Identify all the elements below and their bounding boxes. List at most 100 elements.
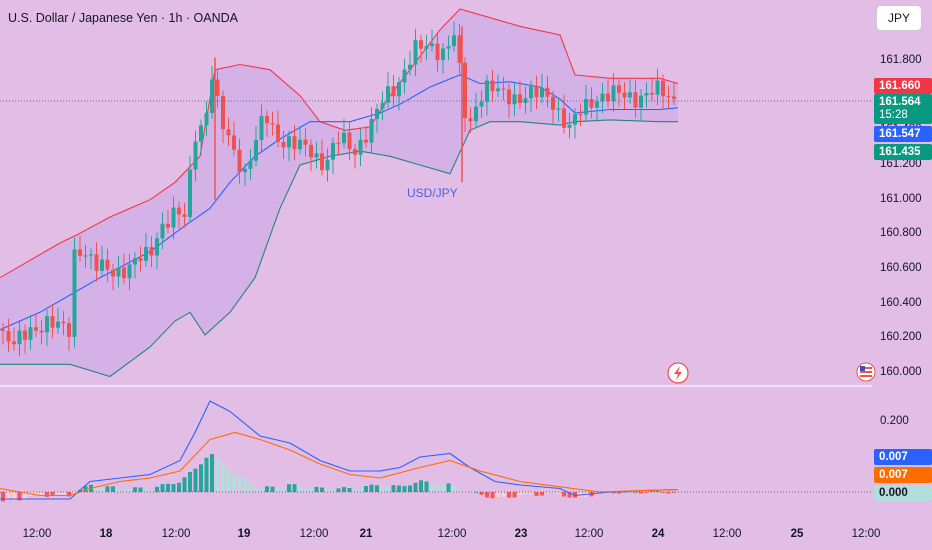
candle-body xyxy=(501,88,506,90)
candle-body xyxy=(28,327,33,340)
time-tick-label: 12:00 xyxy=(437,528,467,540)
candle-body xyxy=(237,149,242,173)
candle-body xyxy=(622,92,627,98)
histogram-bar xyxy=(17,492,22,501)
price-tick-label: 160.200 xyxy=(880,331,922,344)
time-tick-label: 12:00 xyxy=(574,528,604,540)
macd-tick-label: 0.200 xyxy=(880,415,909,427)
histogram-bar xyxy=(127,488,132,492)
candle-body xyxy=(666,96,671,98)
histogram-bar xyxy=(523,492,528,494)
candle-body xyxy=(177,207,181,215)
candle-body xyxy=(144,246,148,261)
lower-band-line xyxy=(0,119,678,378)
candle-body xyxy=(39,330,44,333)
candle-body xyxy=(364,139,368,143)
candle-body xyxy=(562,108,566,128)
candle-body xyxy=(419,40,423,49)
time-tick-label: 12:00 xyxy=(161,528,191,540)
candle-body xyxy=(589,99,594,108)
candle-body xyxy=(430,43,434,47)
histogram-bar xyxy=(501,492,506,497)
histogram-bar xyxy=(281,486,286,492)
candle-body xyxy=(512,94,517,105)
candle-body xyxy=(138,258,143,261)
histogram-bar xyxy=(380,486,385,492)
candle-body xyxy=(166,223,170,228)
histogram-bar xyxy=(259,488,264,492)
histogram-bar xyxy=(358,488,363,492)
time-tick-label: 12:00 xyxy=(851,528,881,540)
histogram-bar xyxy=(573,492,577,498)
time-tick-label: 24 xyxy=(651,528,665,540)
histogram-bar xyxy=(485,492,489,498)
histogram-bar xyxy=(83,486,88,492)
histogram-bar xyxy=(314,486,319,492)
candle-body xyxy=(83,255,88,257)
candle-body xyxy=(611,85,616,102)
candle-body xyxy=(441,48,445,61)
histogram-bar xyxy=(133,487,137,492)
histogram-bar xyxy=(650,491,654,492)
histogram-bar xyxy=(518,492,522,496)
candle-body xyxy=(23,330,27,340)
histogram-bar xyxy=(193,468,198,492)
candle-body xyxy=(534,86,539,98)
histogram-bar xyxy=(551,492,555,493)
histogram-bar xyxy=(479,492,484,495)
candle-body xyxy=(391,86,396,97)
candle-body xyxy=(171,207,176,228)
candle-body xyxy=(94,254,99,271)
histogram-bar xyxy=(12,492,16,500)
histogram-bar xyxy=(232,474,236,492)
histogram-bar xyxy=(287,484,291,492)
histogram-bar xyxy=(375,485,379,492)
histogram-bar xyxy=(94,487,99,492)
histogram-bar xyxy=(468,491,473,492)
candle-body xyxy=(617,85,621,93)
candle-body xyxy=(342,132,346,144)
histogram-bar xyxy=(567,492,572,498)
histogram-bar xyxy=(325,489,330,492)
candle-body xyxy=(111,269,115,277)
candle-body xyxy=(463,62,467,119)
candle-body xyxy=(188,169,192,217)
histogram-bar xyxy=(562,492,566,497)
candle-body xyxy=(281,141,286,148)
candle-body xyxy=(116,267,121,277)
histogram-bar xyxy=(149,489,154,492)
currency-button[interactable]: JPY xyxy=(876,5,922,31)
candle-body xyxy=(232,135,236,150)
candle-body xyxy=(600,93,605,102)
candle-body xyxy=(672,96,676,99)
candle-body xyxy=(67,323,71,337)
price-tick-label: 161.200 xyxy=(880,158,922,170)
price-label-lower: 161.435 xyxy=(874,144,932,160)
candle-body xyxy=(496,88,500,92)
candle-body xyxy=(507,89,511,105)
histogram-bar xyxy=(23,492,27,499)
candle-body xyxy=(1,329,5,331)
candle-body xyxy=(452,35,456,47)
candle-body xyxy=(309,144,313,158)
price-tick-label: 161.000 xyxy=(880,192,922,205)
histogram-bar xyxy=(391,485,396,492)
histogram-bar xyxy=(435,484,440,492)
candle-body xyxy=(408,64,412,70)
time-tick-label: 18 xyxy=(99,528,113,540)
candle-body xyxy=(303,139,308,145)
histogram-bar xyxy=(424,481,429,492)
replay-icon[interactable] xyxy=(667,362,689,384)
histogram-bar xyxy=(397,485,401,492)
us-flag-icon[interactable] xyxy=(856,362,876,382)
candle-body xyxy=(78,249,82,256)
candle-body xyxy=(573,114,577,125)
candle-body xyxy=(529,86,533,99)
candle-body xyxy=(446,46,451,49)
candle-body xyxy=(325,159,330,171)
price-tick-label: 161.800 xyxy=(880,54,922,66)
macd-line xyxy=(0,400,679,500)
time-tick-label: 21 xyxy=(359,528,373,540)
histogram-bar xyxy=(100,487,104,492)
